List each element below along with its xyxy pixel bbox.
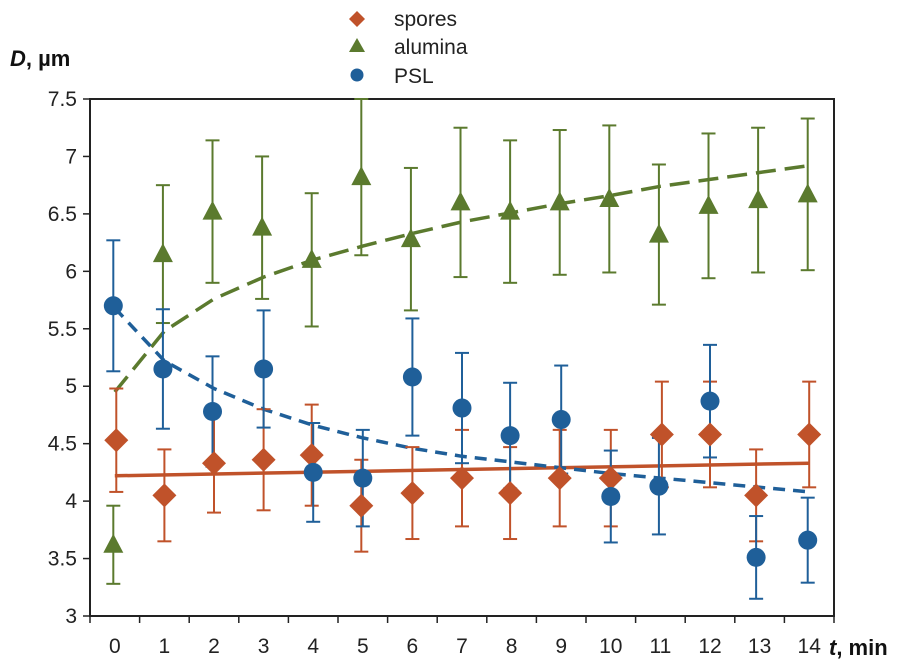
data-point-psl [254,359,274,379]
y-tick-label: 3 [65,605,77,628]
x-tick-label: 8 [506,635,518,658]
data-point-alumina [698,194,719,214]
data-point-psl [798,530,818,550]
x-tick-label: 7 [456,635,468,658]
data-point-alumina [748,189,769,209]
data-point-spores [649,422,674,447]
data-point-psl [649,476,669,496]
data-point-psl [203,401,223,421]
data-point-alumina [400,228,421,248]
data-point-spores [598,466,623,491]
y-tick-label: 4.5 [48,433,77,456]
plot-area [89,98,835,617]
y-tick-label: 3.5 [48,548,77,571]
x-tick-label: 5 [357,635,369,658]
legend-item-spores: spores [349,8,457,31]
data-point-alumina [450,191,471,211]
x-tick-label: 10 [599,635,622,658]
x-axis-ticks: 0 1 2 3 4 5 6 7 8 9 10 11 12 13 14 [89,616,835,658]
x-tick-label: 4 [307,635,319,658]
data-point-alumina [500,200,521,220]
legend-item-psl: PSL [350,65,434,88]
x-axis-title: t, min [829,635,888,660]
legend-marker-spores [349,11,365,27]
legend-marker-alumina [349,38,365,52]
legend-item-alumina: alumina [349,36,468,59]
data-point-spores [202,451,226,476]
x-tick-label: 2 [208,635,220,658]
data-point-psl [700,391,720,411]
data-point-alumina [202,200,223,220]
x-tick-label: 14 [798,635,822,658]
data-point-psl [601,487,621,507]
x-tick-label: 3 [258,635,270,658]
legend-label-psl: PSL [394,65,434,88]
legend: spores alumina PSL [349,8,468,88]
y-axis-title: D, µm [10,46,70,71]
x-tick-label: 0 [109,635,121,658]
legend-label-alumina: alumina [394,36,468,59]
x-tick-label: 13 [748,635,771,658]
data-point-alumina [103,533,124,553]
y-tick-label: 6 [65,260,77,283]
data-point-psl [303,462,323,482]
data-point-alumina [648,223,669,243]
data-point-alumina [252,216,273,236]
y-axis-unit: , µm [26,46,70,71]
data-point-alumina [152,243,173,263]
data-point-psl [500,426,520,446]
x-axis-symbol: t [829,635,838,660]
data-point-spores [299,443,324,468]
y-tick-label: 4 [65,490,77,513]
data-point-spores [400,481,425,506]
data-point-spores [744,483,769,508]
x-tick-label: 6 [407,635,419,658]
legend-label-spores: spores [394,8,457,31]
data-point-spores [547,466,572,491]
data-point-spores [698,422,722,447]
data-point-psl [452,398,472,418]
data-point-spores [797,422,822,447]
trend-line-alumina [113,163,810,394]
data-point-psl [402,367,422,387]
data-point-psl [746,547,766,567]
y-tick-label: 5.5 [48,318,77,341]
data-point-spores [349,493,374,518]
data-point-spores [152,483,177,508]
data-point-alumina [599,187,620,207]
y-tick-label: 5 [65,375,77,398]
data-point-psl [551,410,571,430]
data-point-psl [103,296,123,316]
y-tick-label: 7 [65,145,77,168]
data-point-spores [104,428,129,453]
data-point-spores [450,466,474,491]
data-point-psl [153,359,173,379]
data-point-psl [353,468,373,488]
x-tick-label: 9 [555,635,567,658]
data-point-alumina [301,248,322,268]
data-point-alumina [549,191,570,211]
y-tick-label: 7.5 [48,88,77,111]
data-point-alumina [797,183,818,203]
data-point-alumina [351,166,372,186]
y-axis-ticks: 3 3.5 4 4.5 5 5.5 6 6.5 7 7.5 [48,88,90,628]
y-axis-symbol: D [10,46,26,71]
error-bars [106,98,817,600]
data-markers [103,166,822,567]
x-axis-unit: , min [836,635,887,660]
legend-marker-psl [350,68,364,82]
y-tick-label: 6.5 [48,203,77,226]
x-tick-label: 11 [649,635,671,658]
data-point-spores [498,481,523,506]
x-tick-label: 12 [698,635,721,658]
x-tick-label: 1 [159,635,171,658]
data-point-spores [251,447,276,472]
